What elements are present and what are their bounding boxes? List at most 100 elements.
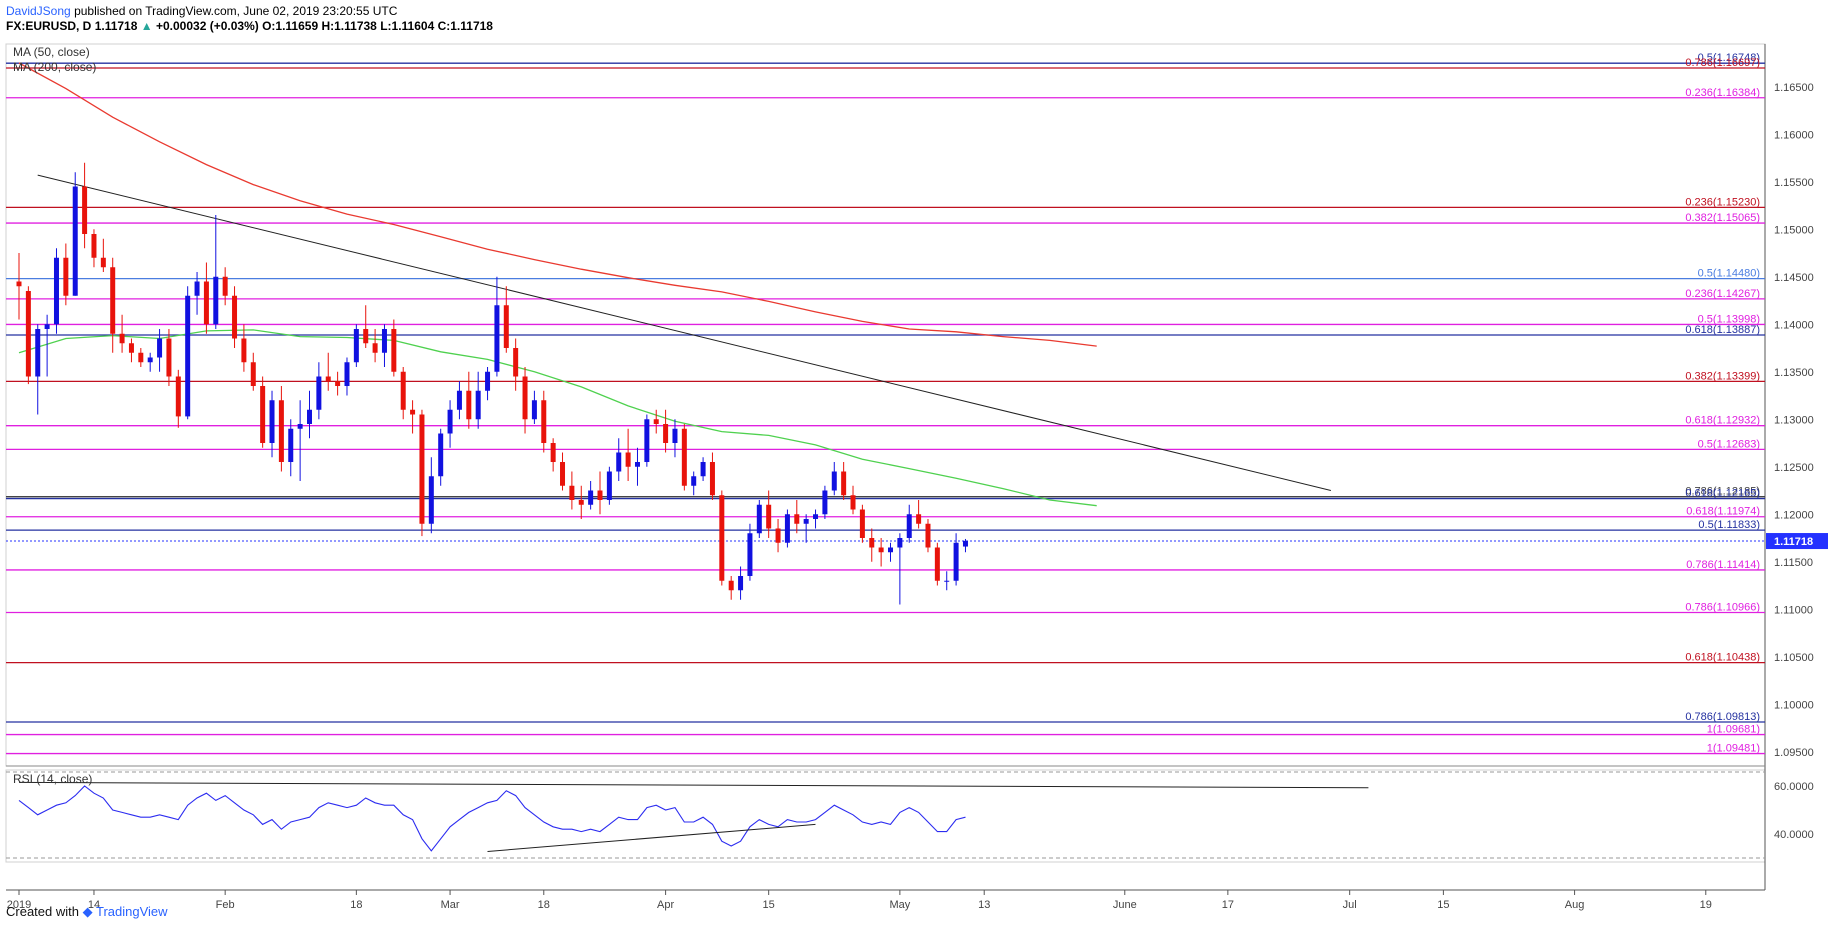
- candle: [513, 338, 519, 391]
- candle: [353, 324, 359, 367]
- candle: [588, 481, 594, 510]
- candle-body: [897, 538, 903, 548]
- candle: [438, 428, 444, 486]
- candle-body: [644, 419, 650, 462]
- candle: [260, 376, 266, 448]
- candle: [194, 272, 200, 315]
- candle: [110, 257, 116, 353]
- candle-body: [906, 514, 912, 538]
- candle-body: [625, 452, 631, 467]
- current-price-tag: [1766, 533, 1828, 550]
- candle-body: [82, 186, 88, 234]
- candle: [175, 369, 181, 428]
- fib-level-label: 0.618(1.12932): [1685, 415, 1760, 427]
- candle-body: [850, 495, 856, 510]
- price-tick-label: 1.13000: [1774, 414, 1814, 426]
- candle-body: [110, 267, 116, 334]
- candle-body: [494, 305, 500, 372]
- fib-level-label: 0.786(1.12185): [1685, 486, 1760, 498]
- chart-header: DavidJSong published on TradingView.com,…: [6, 4, 493, 34]
- candle-body: [513, 348, 519, 377]
- candle: [269, 390, 275, 458]
- price-tick-label: 1.15500: [1774, 177, 1814, 189]
- author-link[interactable]: DavidJSong: [6, 4, 71, 18]
- candle: [35, 324, 41, 415]
- time-tick-label: 18: [350, 899, 362, 911]
- candle-body: [241, 338, 247, 363]
- candle-body: [700, 462, 706, 477]
- fib-level-label: 0.236(1.16384): [1685, 87, 1760, 99]
- fib-level-label: 0.5(1.16748): [1698, 52, 1760, 64]
- price-tick-label: 1.12000: [1774, 509, 1814, 521]
- candle: [953, 533, 959, 586]
- candle: [831, 462, 837, 496]
- publish-line: DavidJSong published on TradingView.com,…: [6, 4, 493, 19]
- candle: [250, 352, 256, 391]
- candle: [644, 414, 650, 467]
- rsi-tick-label: 60.0000: [1774, 781, 1814, 793]
- candle: [597, 471, 603, 515]
- candle: [232, 286, 238, 348]
- tradingview-brand[interactable]: TradingView: [96, 904, 168, 919]
- candle-body: [756, 504, 762, 534]
- candle: [850, 485, 856, 515]
- candle-body: [766, 504, 772, 529]
- price-tick-label: 1.14000: [1774, 319, 1814, 331]
- candle: [288, 419, 294, 477]
- candle-body: [353, 329, 359, 363]
- candle-body: [578, 500, 584, 505]
- ma200-line: [18, 62, 1097, 347]
- candle-body: [653, 419, 659, 424]
- candle: [653, 409, 659, 434]
- candle-body: [278, 400, 284, 462]
- fib-level-label: 0.786(1.11414): [1686, 559, 1760, 571]
- candle: [916, 500, 922, 529]
- candle: [419, 409, 425, 537]
- rsi-upper-trendline: [18, 781, 1369, 789]
- candle-body: [784, 514, 790, 543]
- rsi-legend-label: RSI (14, close): [13, 772, 92, 786]
- candle: [522, 367, 528, 434]
- candle-body: [185, 295, 191, 417]
- candle-body: [203, 281, 209, 325]
- time-tick-label: Feb: [216, 899, 235, 911]
- candle: [625, 428, 631, 481]
- candle: [25, 286, 31, 385]
- candle-body: [616, 452, 622, 472]
- time-tick-label: Apr: [657, 899, 674, 911]
- candle-body: [531, 400, 537, 420]
- candle: [157, 329, 163, 372]
- candle: [691, 471, 697, 496]
- candle: [878, 538, 884, 567]
- candle: [400, 367, 406, 420]
- candle: [906, 504, 912, 543]
- candle: [466, 371, 472, 429]
- candle: [44, 314, 50, 377]
- price-tick-label: 1.15000: [1774, 224, 1814, 236]
- time-tick-label: 15: [763, 899, 775, 911]
- candle: [663, 409, 669, 453]
- candle: [747, 523, 753, 581]
- candle: [241, 324, 247, 372]
- candle-body: [194, 281, 200, 296]
- rsi-tick-label: 40.0000: [1774, 829, 1814, 841]
- price-tick-label: 1.16000: [1774, 129, 1814, 141]
- time-tick-label: 19: [1700, 899, 1712, 911]
- created-with-label: Created with: [6, 904, 79, 919]
- candle: [278, 386, 284, 472]
- candle: [82, 162, 88, 249]
- candle-body: [157, 338, 163, 358]
- fib-level-label: 0.5(1.14480): [1698, 268, 1760, 280]
- fib-level-label: 0.5(1.11833): [1698, 519, 1760, 531]
- candle-body: [634, 462, 640, 467]
- candle-body: [859, 509, 865, 538]
- candle-body: [822, 490, 828, 515]
- candle-body: [588, 490, 594, 505]
- candle: [672, 419, 678, 458]
- candle-body: [962, 540, 968, 547]
- current-price-label: 1.11718: [1774, 536, 1813, 548]
- candle: [756, 500, 762, 538]
- fib-level-label: 0.382(1.13399): [1685, 370, 1760, 382]
- candle: [100, 238, 106, 272]
